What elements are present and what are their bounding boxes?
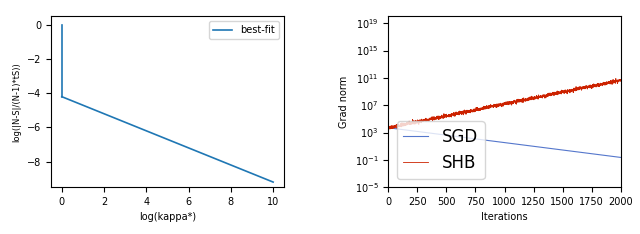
best-fit [184,146,191,149]
X-axis label: log(kappa*): log(kappa*) [139,212,196,223]
SGD [397,128,404,131]
SHB [471,108,479,111]
SGD [471,137,479,140]
Line: best-fit: best-fit [62,97,273,182]
best-fit [58,95,66,98]
SGD [617,156,625,159]
SHB [576,86,584,89]
SGD [390,127,397,130]
best-fit [59,95,67,98]
best-fit [183,146,191,149]
SGD [405,129,413,132]
SHB [617,80,625,82]
Y-axis label: Grad norm: Grad norm [339,76,349,128]
SHB [390,126,397,128]
SHB [612,77,620,80]
Legend: SGD, SHB: SGD, SHB [397,121,484,179]
Y-axis label: log(|N-S|/(N-1)*tS)): log(|N-S|/(N-1)*tS)) [13,62,22,142]
best-fit [188,147,195,150]
SHB [524,97,532,100]
SGD [524,144,532,147]
best-fit [250,173,257,176]
X-axis label: Iterations: Iterations [481,212,528,223]
SGD [385,126,392,129]
best-fit [269,181,277,183]
SHB [405,120,413,122]
SHB [385,126,392,129]
SHB [386,128,394,131]
SGD [576,151,584,154]
Line: SHB: SHB [388,79,621,129]
SHB [397,124,405,127]
best-fit [236,167,244,170]
Line: SGD: SGD [388,128,621,157]
Legend: best-fit: best-fit [209,21,279,39]
